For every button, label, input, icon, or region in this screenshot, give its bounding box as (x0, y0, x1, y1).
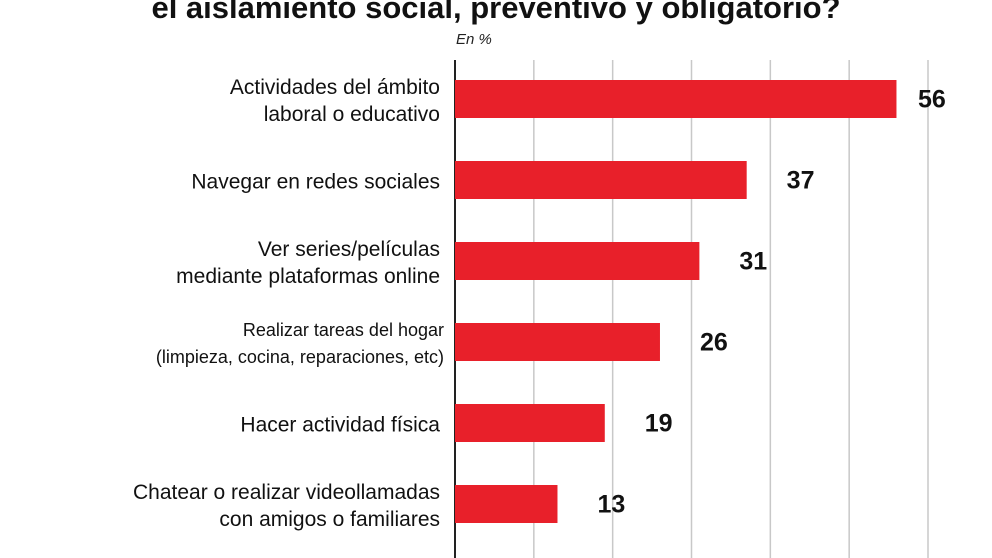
category-label: Hacer actividad física (240, 413, 440, 437)
category-label: Actividades del ámbito laboral o educati… (229, 76, 440, 126)
bar (455, 80, 897, 118)
x-tick-label: 20 (603, 555, 623, 558)
bar (455, 242, 700, 280)
category-label: Ver series/películas mediante plataforma… (176, 238, 440, 288)
value-label: 13 (597, 491, 625, 519)
bar (455, 485, 558, 523)
x-tick-label: 50 (839, 555, 859, 558)
x-tick-label: 60 (918, 555, 938, 558)
unit-label: En % (456, 31, 492, 48)
x-tick-label: 40 (760, 555, 780, 558)
bar (455, 323, 660, 361)
x-tick-label: 10 (524, 555, 544, 558)
category-label: Navegar en redes sociales (191, 170, 440, 194)
value-label: 37 (787, 167, 815, 195)
value-label: 19 (645, 410, 673, 438)
x-tick-label: 30 (681, 555, 701, 558)
category-label: Realizar tareas del hogar (limpieza, coc… (155, 320, 444, 367)
chart-title: el aislamiento social, preventivo y obli… (151, 0, 840, 25)
bar (455, 161, 747, 199)
value-label: 31 (739, 248, 767, 276)
category-label: Chatear o realizar videollamadas con ami… (133, 481, 440, 531)
value-label: 26 (700, 329, 728, 357)
value-label: 56 (918, 86, 946, 114)
bar (455, 404, 605, 442)
